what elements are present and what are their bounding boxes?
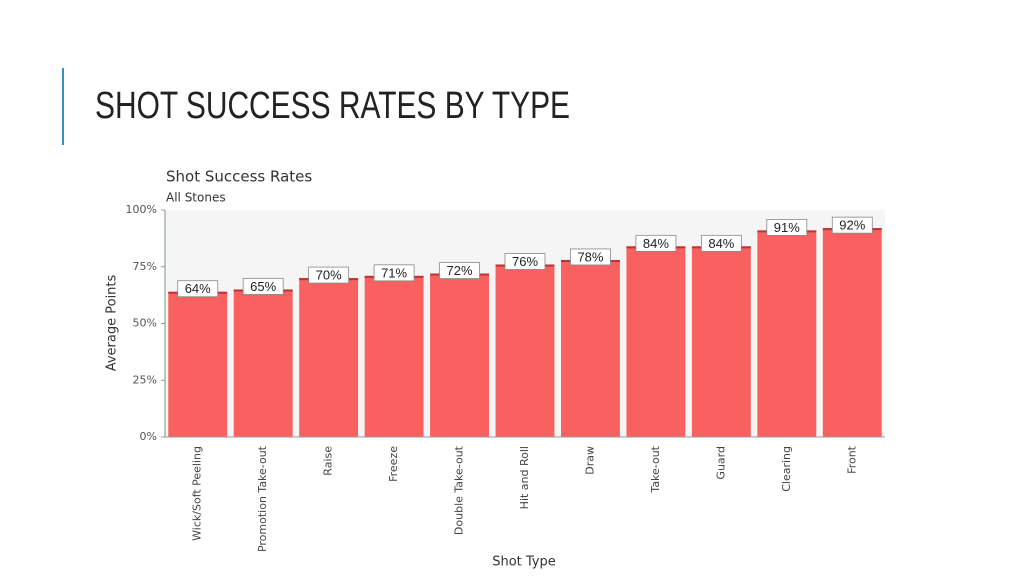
value-label: 91% (774, 220, 800, 235)
x-tick-label: Promotion Take-out (256, 445, 269, 552)
value-label: 71% (381, 265, 407, 280)
x-axis-label: Shot Type (492, 555, 556, 570)
x-tick-label: Freeze (387, 446, 400, 482)
bar (822, 228, 882, 437)
bar (168, 291, 228, 437)
value-label-box (700, 234, 742, 252)
x-tick-label: Hit and Roll (518, 446, 531, 509)
value-label-box (242, 278, 284, 295)
value-label-box (177, 280, 219, 298)
value-label-box (373, 264, 415, 282)
y-tick-label: 25% (133, 373, 157, 386)
y-axis-label: Average Points (105, 274, 120, 371)
chart-subtitle: All Stones (166, 191, 226, 205)
value-label-box (766, 219, 808, 236)
x-tick-label: Raise (322, 446, 335, 476)
x-tick-label: Double Take-out (453, 445, 466, 535)
value-label-box (439, 262, 480, 279)
value-label: 70% (316, 268, 342, 283)
value-label: 84% (708, 236, 734, 251)
bar (691, 246, 751, 437)
y-tick-label: 100% (126, 203, 157, 216)
value-label: 65% (250, 279, 276, 294)
chart-title: Shot Success Rates (166, 168, 312, 186)
bar (233, 289, 293, 437)
y-tick-label: 0% (140, 430, 157, 443)
x-tick-label: Wick/Soft Peeling (191, 446, 204, 541)
bar (561, 259, 620, 437)
bar (626, 246, 686, 437)
y-tick-label: 75% (133, 260, 157, 273)
bar (364, 275, 424, 437)
x-tick-label: Draw (583, 446, 596, 475)
value-label: 78% (577, 249, 603, 264)
slide-title: SHOT SUCCESS RATES BY TYPE (95, 85, 570, 127)
value-label-box (504, 253, 546, 270)
value-label-box (570, 248, 611, 266)
bar (757, 230, 817, 437)
y-tick-label: 50% (133, 317, 157, 330)
x-tick-label: Clearing (780, 446, 793, 492)
x-tick-label: Take-out (649, 445, 662, 493)
value-label-box (831, 216, 873, 234)
value-label-box (308, 266, 350, 284)
bar (495, 264, 555, 437)
bar (430, 273, 489, 437)
x-tick-label: Front (845, 445, 858, 474)
value-label: 76% (512, 254, 538, 269)
value-label: 72% (447, 263, 473, 278)
value-label: 84% (643, 236, 669, 251)
value-label: 64% (185, 281, 211, 296)
bar (299, 278, 359, 437)
value-label-box (635, 234, 677, 252)
x-tick-label: Guard (714, 446, 727, 480)
value-label: 92% (839, 218, 865, 233)
